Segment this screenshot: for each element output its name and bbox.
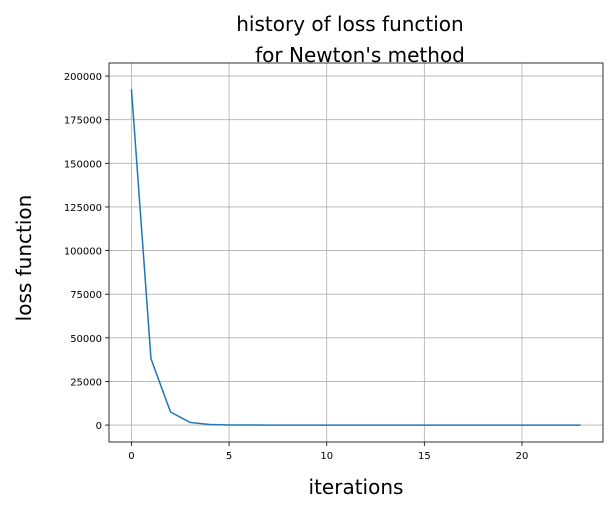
data-line xyxy=(130,89,581,426)
y-tick-label: 25000 xyxy=(70,377,102,388)
y-tick-label: 100000 xyxy=(64,247,102,258)
x-tick-label: 10 xyxy=(320,451,333,462)
chart-title: history of loss function xyxy=(236,12,463,36)
x-tick-label: 0 xyxy=(128,451,134,462)
x-tick-label: 5 xyxy=(226,451,232,462)
y-tick-label: 125000 xyxy=(64,203,102,214)
y-tick-label: 200000 xyxy=(64,72,102,83)
y-tick-label: 150000 xyxy=(64,159,102,170)
y-tick-label: 0 xyxy=(96,421,102,432)
y-axis-label: loss function xyxy=(12,195,36,322)
x-tick-label: 20 xyxy=(516,451,529,462)
x-axis-label: iterations xyxy=(309,475,404,499)
y-tick-label: 75000 xyxy=(70,290,102,301)
y-tick-label: 50000 xyxy=(70,334,102,345)
plot-frame xyxy=(108,62,604,443)
x-tick-label: 15 xyxy=(418,451,431,462)
y-tick-label: 175000 xyxy=(64,116,102,127)
